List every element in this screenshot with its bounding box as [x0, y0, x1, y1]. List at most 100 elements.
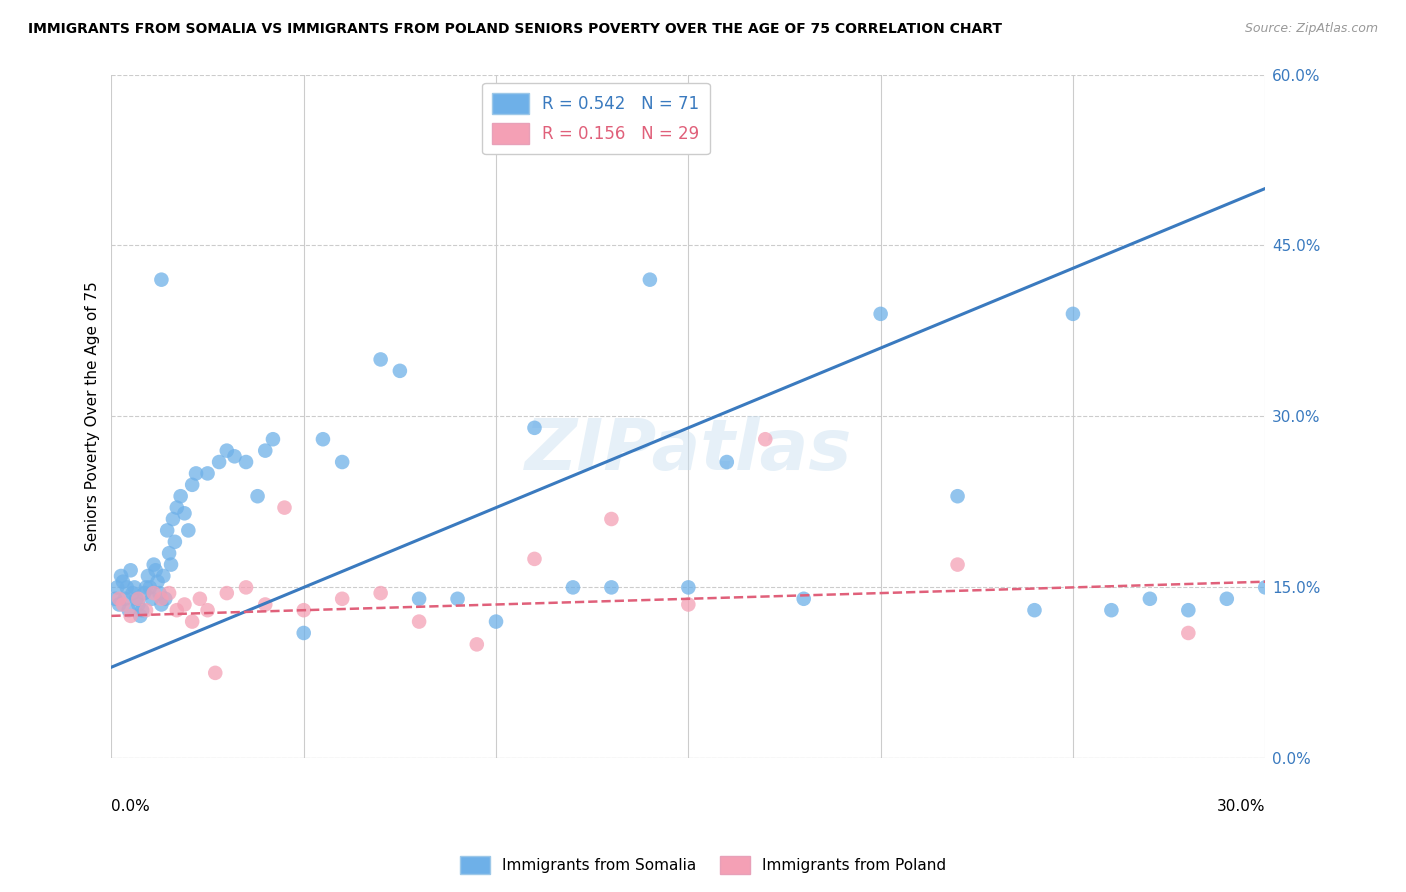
Point — [370, 586, 392, 600]
Point — [160, 558, 183, 572]
Point — [1062, 307, 1084, 321]
Point — [224, 450, 246, 464]
Point — [215, 443, 238, 458]
Point — [142, 558, 165, 572]
Point — [120, 608, 142, 623]
Point — [150, 598, 173, 612]
Point — [156, 524, 179, 538]
Point — [125, 591, 148, 606]
Point — [145, 563, 167, 577]
Point — [273, 500, 295, 515]
Point — [235, 581, 257, 595]
Point — [142, 586, 165, 600]
Point — [169, 489, 191, 503]
Point — [465, 637, 488, 651]
Point — [600, 581, 623, 595]
Point — [678, 581, 700, 595]
Point — [177, 524, 200, 538]
Point — [1177, 626, 1199, 640]
Point — [388, 364, 411, 378]
Point — [1216, 591, 1239, 606]
Point — [152, 569, 174, 583]
Point — [1099, 603, 1122, 617]
Point — [135, 603, 157, 617]
Point — [446, 591, 468, 606]
Point — [131, 603, 153, 617]
Point — [254, 443, 277, 458]
Point — [155, 591, 177, 606]
Text: ZIPatlas: ZIPatlas — [524, 417, 852, 485]
Point — [115, 581, 138, 595]
Point — [184, 467, 207, 481]
Point — [292, 626, 315, 640]
Point — [197, 603, 219, 617]
Point — [139, 581, 162, 595]
Point — [110, 569, 132, 583]
Point — [188, 591, 211, 606]
Point — [678, 598, 700, 612]
Point — [166, 603, 188, 617]
Point — [121, 586, 143, 600]
Point — [1024, 603, 1046, 617]
Point — [108, 598, 131, 612]
Point — [166, 500, 188, 515]
Point — [157, 586, 180, 600]
Point — [111, 574, 134, 589]
Y-axis label: Seniors Poverty Over the Age of 75: Seniors Poverty Over the Age of 75 — [86, 282, 100, 551]
Point — [312, 432, 335, 446]
Point — [869, 307, 891, 321]
Point — [104, 591, 127, 606]
Point — [485, 615, 508, 629]
Point — [1254, 581, 1277, 595]
Point — [108, 591, 131, 606]
Point — [127, 598, 149, 612]
Legend: Immigrants from Somalia, Immigrants from Poland: Immigrants from Somalia, Immigrants from… — [454, 850, 952, 880]
Text: 0.0%: 0.0% — [111, 799, 150, 814]
Point — [181, 615, 204, 629]
Point — [157, 546, 180, 560]
Point — [523, 552, 546, 566]
Point — [135, 581, 157, 595]
Point — [124, 581, 146, 595]
Point — [120, 563, 142, 577]
Point — [600, 512, 623, 526]
Point — [204, 665, 226, 680]
Point — [127, 591, 149, 606]
Point — [105, 581, 128, 595]
Point — [408, 591, 430, 606]
Point — [146, 574, 169, 589]
Point — [141, 591, 163, 606]
Point — [946, 558, 969, 572]
Point — [1139, 591, 1161, 606]
Text: 30.0%: 30.0% — [1216, 799, 1265, 814]
Point — [562, 581, 585, 595]
Point — [408, 615, 430, 629]
Point — [946, 489, 969, 503]
Point — [163, 534, 186, 549]
Point — [132, 586, 155, 600]
Point — [129, 608, 152, 623]
Point — [330, 455, 353, 469]
Point — [150, 591, 173, 606]
Point — [215, 586, 238, 600]
Point — [370, 352, 392, 367]
Point — [197, 467, 219, 481]
Text: IMMIGRANTS FROM SOMALIA VS IMMIGRANTS FROM POLAND SENIORS POVERTY OVER THE AGE O: IMMIGRANTS FROM SOMALIA VS IMMIGRANTS FR… — [28, 22, 1002, 37]
Point — [181, 478, 204, 492]
Point — [114, 591, 136, 606]
Point — [292, 603, 315, 617]
Point — [716, 455, 738, 469]
Point — [1177, 603, 1199, 617]
Point — [246, 489, 269, 503]
Point — [118, 603, 141, 617]
Point — [173, 506, 195, 520]
Point — [148, 586, 170, 600]
Point — [235, 455, 257, 469]
Point — [638, 273, 661, 287]
Point — [754, 432, 776, 446]
Point — [111, 598, 134, 612]
Point — [208, 455, 231, 469]
Point — [150, 273, 173, 287]
Text: Source: ZipAtlas.com: Source: ZipAtlas.com — [1244, 22, 1378, 36]
Legend: R = 0.542   N = 71, R = 0.156   N = 29: R = 0.542 N = 71, R = 0.156 N = 29 — [482, 83, 710, 154]
